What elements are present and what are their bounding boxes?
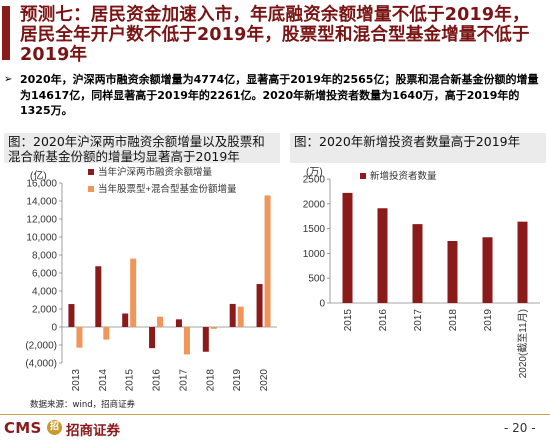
bar-当年股票型+混合型基金份额增量-2014 (103, 327, 110, 340)
x-tick-label: 2018 (448, 309, 459, 332)
y-tick-label: 0 (51, 323, 57, 334)
y-tick-label: 6,000 (32, 269, 57, 280)
x-tick-label: 2013 (71, 369, 82, 392)
chart2: (万) 0 500 1000 1500 2000 2500 2015 2016 2017 2018 2… (303, 167, 540, 378)
legend-swatch (88, 169, 94, 175)
legend-label: 新增投资者数量 (370, 170, 437, 182)
y-tick-label: 0 (319, 299, 325, 310)
chart1: (亿) (4,000) (2,000) 0 2,000 4,000 6,000 8,000 10… (25, 166, 277, 392)
x-tick-label: 2020 (259, 369, 270, 392)
chart1-title: 图：2020年沪深两市融资余额增量以及股票和混合新基金份额的增量均显著高于201… (4, 133, 280, 164)
x-tick-label: 2019 (483, 309, 494, 332)
x-tick-label: 2019 (232, 369, 243, 392)
y-tick-label: 16,000 (26, 179, 57, 190)
y-tick-label: 1000 (303, 249, 326, 260)
bar-新增投资者数量-2017 (412, 224, 423, 303)
y-tick-label: (4,000) (25, 359, 57, 370)
bar-当年沪深两市融资余额增量-2013 (68, 304, 75, 327)
footer-line (0, 414, 550, 415)
bar-当年股票型+混合型基金份额增量-2020 (264, 195, 271, 327)
cms-logo: CMS (4, 419, 42, 437)
x-tick-label: 2015 (343, 309, 354, 332)
y-tick-label: 2,000 (32, 305, 57, 316)
source-note: 数据来源：wind，招商证券 (30, 400, 136, 410)
y-tick-label: 2000 (303, 199, 326, 210)
title-accent (2, 6, 10, 60)
bar-当年沪深两市融资余额增量-2016 (149, 327, 156, 349)
bar-新增投资者数量-2019 (482, 237, 493, 303)
x-tick-label: 2015 (125, 369, 136, 392)
chart2-title: 图：2020年新增投资者数量高于2019年 (290, 133, 546, 163)
bar-当年沪深两市融资余额增量-2015 (122, 313, 129, 327)
bar-当年沪深两市融资余额增量-2017 (175, 319, 182, 327)
bar-新增投资者数量-2018 (447, 241, 458, 303)
y-tick-label: 2500 (303, 175, 326, 186)
bar-当年股票型+混合型基金份额增量-2018 (210, 327, 217, 329)
y-unit-label: (亿) (30, 169, 47, 182)
y-unit-label: (万) (306, 167, 323, 178)
page-title: 预测七：居民资金加速入市，年底融资余额增量不低于2019年，居民全年开户数不低于… (20, 5, 530, 65)
legend-label: 当年沪深两市融资余额增量 (98, 166, 213, 178)
bar-当年股票型+混合型基金份额增量-2016 (157, 316, 164, 327)
page-number: - 20 - (504, 421, 536, 435)
y-tick-label: 8,000 (32, 251, 57, 262)
x-tick-label: 2016 (152, 369, 163, 392)
title-bar: 预测七：居民资金加速入市，年底融资余额增量不低于2019年，居民全年开户数不低于… (0, 0, 550, 70)
logo-mark-icon: 招 (47, 420, 62, 435)
bar-当年沪深两市融资余额增量-2014 (95, 266, 102, 327)
x-tick-label: 2014 (98, 369, 109, 392)
bar-当年沪深两市融资余额增量-2018 (202, 327, 209, 352)
bar-当年沪深两市融资余额增量-2020 (256, 284, 263, 327)
x-tick-label: 2020(截至11月) (516, 309, 529, 378)
y-tick-label: 4,000 (32, 287, 57, 298)
bar-新增投资者数量-2015 (342, 192, 353, 303)
legend-swatch (88, 186, 94, 192)
x-tick-label: 2017 (413, 309, 424, 332)
x-tick-label: 2017 (178, 369, 189, 392)
arrow-bullet-icon: ➢ (4, 74, 13, 85)
bar-当年股票型+混合型基金份额增量-2013 (76, 327, 83, 348)
x-tick-label: 2016 (378, 309, 389, 332)
bar-新增投资者数量-2016 (377, 208, 388, 303)
y-tick-label: 1500 (303, 224, 326, 235)
y-tick-label: 500 (308, 274, 325, 285)
bar-当年沪深两市融资余额增量-2019 (229, 303, 236, 327)
legend-label: 当年股票型+混合型基金份额增量 (98, 183, 237, 195)
company-name: 招商证券 (66, 423, 120, 439)
legend-swatch (360, 173, 366, 179)
summary-text: 2020年，沪深两市融资余额增量为4774亿，显著高于2019年的2565亿；股… (20, 73, 539, 117)
bar-当年股票型+混合型基金份额增量-2019 (237, 306, 244, 327)
y-tick-label: 10,000 (26, 233, 57, 244)
y-tick-label: (2,000) (25, 341, 57, 352)
y-tick-label: 12,000 (26, 215, 57, 226)
x-tick-label: 2018 (205, 369, 216, 392)
bar-新增投资者数量-2020(截至11月) (517, 221, 528, 303)
y-tick-label: 14,000 (26, 197, 57, 208)
bar-当年股票型+混合型基金份额增量-2015 (130, 258, 137, 327)
bar-当年股票型+混合型基金份额增量-2017 (183, 327, 190, 355)
